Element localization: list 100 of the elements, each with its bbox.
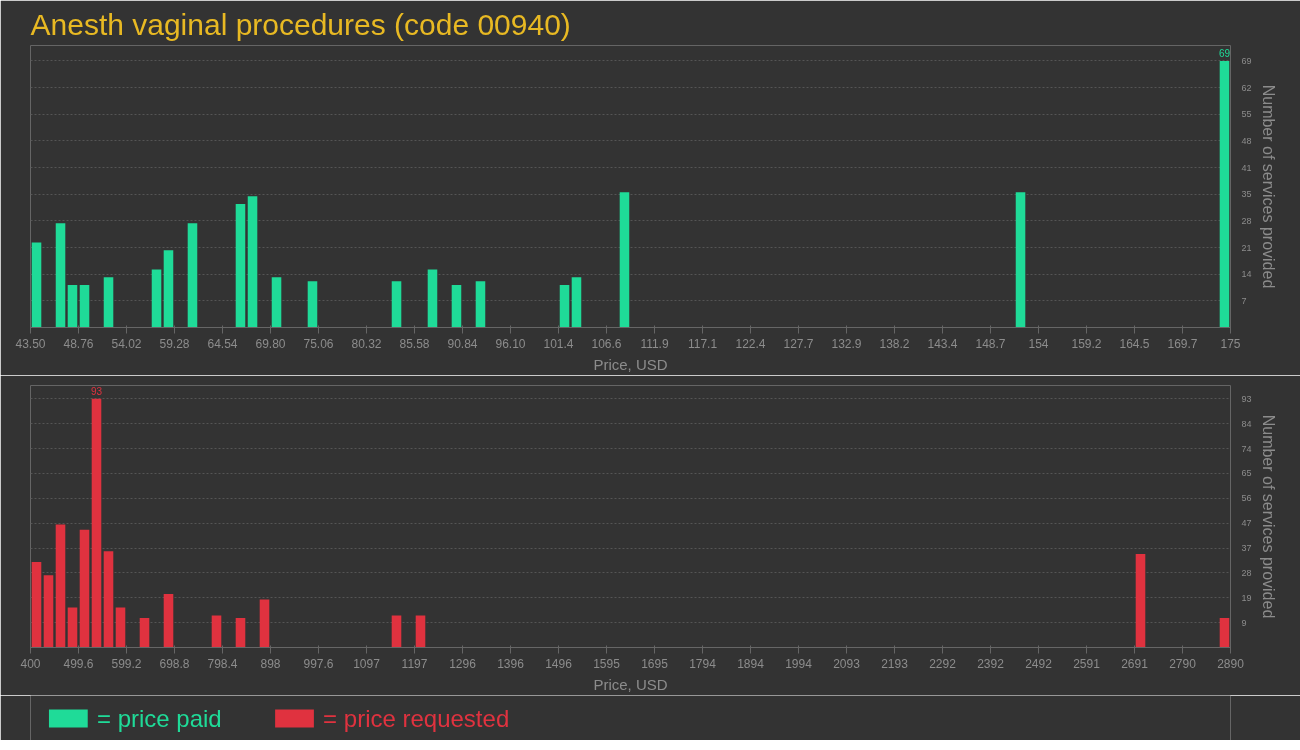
y-tick-label: 93: [1241, 393, 1252, 404]
x-tick-label: 499.6: [63, 656, 94, 671]
bar: [115, 607, 126, 648]
y-tick-label: 41: [1241, 162, 1252, 173]
bar: [391, 615, 402, 648]
bar: [31, 561, 42, 648]
bar: [415, 615, 426, 648]
x-tick-label: 148.7: [975, 336, 1006, 351]
bar: [1015, 192, 1026, 328]
x-tick-label: 43.50: [15, 336, 46, 351]
y-tick-label: 7: [1241, 295, 1247, 306]
x-tick-label: 69.80: [255, 336, 286, 351]
x-tick-label: 2292: [929, 656, 957, 671]
y-tick-label: 84: [1241, 418, 1252, 429]
x-tick-label: 898: [260, 656, 281, 671]
x-tick-label: 48.76: [63, 336, 94, 351]
x-tick-label: 1496: [545, 656, 573, 671]
bar: [307, 281, 318, 328]
x-tick-label: 132.9: [831, 336, 862, 351]
bar: [259, 599, 270, 648]
x-tick-label: 2193: [881, 656, 909, 671]
bar: [55, 223, 66, 328]
x-tick-label: 143.4: [927, 336, 958, 351]
x-tick-label: 106.6: [591, 336, 622, 351]
x-tick-label: 96.10: [495, 336, 526, 351]
x-tick-label: 2790: [1169, 656, 1197, 671]
x-tick-label: 1695: [641, 656, 669, 671]
x-tick-label: 997.6: [303, 656, 334, 671]
y-tick-label: 47: [1241, 518, 1252, 529]
x-tick-label: 127.7: [783, 336, 814, 351]
x-tick-label: 122.4: [735, 336, 766, 351]
y-tick-label: 28: [1241, 567, 1252, 578]
x-tick-label: 1894: [737, 656, 765, 671]
x-tick-label: 2591: [1073, 656, 1101, 671]
bar: [1219, 618, 1230, 648]
x-tick-label: 117.1: [687, 336, 718, 351]
y-tick-label: 56: [1241, 493, 1252, 504]
bar: [235, 203, 246, 328]
x-tick-label: 164.5: [1119, 336, 1150, 351]
x-tick-label: 2492: [1025, 656, 1053, 671]
bar: [67, 607, 78, 648]
x-tick-label: 2890: [1217, 656, 1245, 671]
bar: [559, 285, 570, 328]
bar: [271, 277, 282, 328]
bar: [31, 242, 42, 328]
y-tick-label: 62: [1241, 82, 1252, 93]
bar: [571, 277, 582, 328]
x-tick-label: 175: [1220, 336, 1241, 351]
x-tick-label: 85.58: [399, 336, 430, 351]
bar: [91, 398, 102, 648]
legend-label: = price paid: [96, 705, 222, 732]
x-tick-label: 698.8: [159, 656, 190, 671]
y-tick-label: 74: [1241, 443, 1252, 454]
x-tick-label: 101.4: [543, 336, 574, 351]
chart-title: Anesth vaginal procedures (code 00940): [30, 7, 571, 41]
bar: [103, 277, 114, 328]
y-axis-title: Number of services provided: [1259, 414, 1277, 619]
y-tick-label: 48: [1241, 135, 1252, 146]
bar: [103, 551, 114, 648]
bar: [619, 192, 630, 328]
x-tick-label: 400: [20, 656, 41, 671]
bar: [247, 196, 258, 328]
bar: [163, 594, 174, 648]
x-tick-label: 59.28: [159, 336, 190, 351]
bar: [427, 269, 438, 328]
x-tick-label: 1595: [593, 656, 621, 671]
legend-label: = price requested: [323, 705, 510, 732]
x-tick-label: 1396: [497, 656, 525, 671]
bar: [67, 285, 78, 328]
y-tick-label: 69: [1241, 55, 1252, 66]
bar: [187, 223, 198, 328]
bar: [475, 281, 486, 328]
x-tick-label: 90.84: [447, 336, 478, 351]
x-tick-label: 1296: [449, 656, 477, 671]
y-tick-label: 28: [1241, 215, 1252, 226]
data-label: 93: [90, 385, 103, 397]
y-tick-label: 14: [1241, 269, 1252, 280]
bar: [79, 529, 90, 648]
bar: [391, 281, 402, 328]
x-tick-label: 75.06: [303, 336, 334, 351]
x-tick-label: 159.2: [1071, 336, 1102, 351]
x-tick-label: 80.32: [351, 336, 382, 351]
y-tick-label: 65: [1241, 468, 1252, 479]
x-tick-label: 798.4: [207, 656, 238, 671]
bar: [55, 524, 66, 648]
x-tick-label: 599.2: [111, 656, 142, 671]
x-tick-label: 111.9: [640, 336, 669, 351]
bar: [211, 615, 222, 648]
bar: [43, 575, 54, 648]
y-tick-label: 19: [1241, 592, 1252, 603]
x-tick-label: 169.7: [1167, 336, 1198, 351]
bar: [151, 269, 162, 328]
x-tick-label: 2093: [833, 656, 861, 671]
bar: [163, 250, 174, 328]
y-tick-label: 21: [1241, 242, 1252, 253]
x-axis-title: Price, USD: [593, 675, 668, 693]
y-tick-label: 35: [1241, 189, 1252, 200]
y-axis-title: Number of services provided: [1259, 84, 1277, 289]
x-tick-label: 64.54: [207, 336, 238, 351]
bar: [79, 285, 90, 328]
